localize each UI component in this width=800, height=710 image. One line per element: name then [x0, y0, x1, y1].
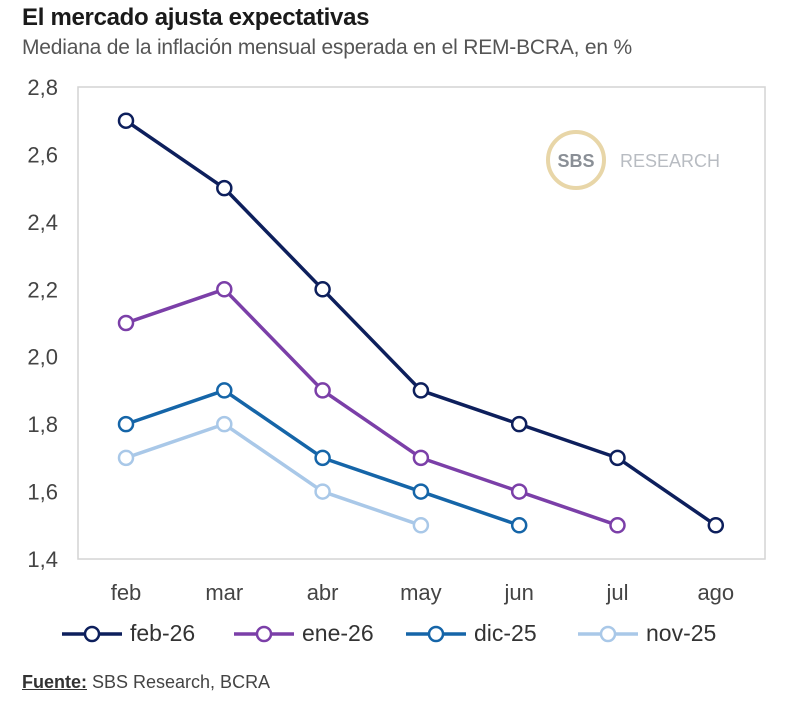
- x-tick-label: abr: [307, 580, 339, 605]
- legend-label: dic-25: [474, 620, 537, 646]
- sbs-research-watermark: SBS RESEARCH: [546, 130, 720, 190]
- data-point: [314, 449, 331, 467]
- data-point: [314, 281, 331, 298]
- x-tick-label: mar: [205, 580, 243, 605]
- data-point: [117, 415, 135, 433]
- series-ene-26: [117, 281, 626, 534]
- legend: feb-26 ene-26 dic-25 nov-25: [60, 620, 748, 647]
- legend-item-dic-25: dic-25: [404, 620, 576, 647]
- y-tick-label: 1,6: [27, 480, 58, 505]
- legend-swatch: [234, 625, 294, 642]
- x-tick-label: jul: [605, 580, 628, 605]
- data-point: [216, 281, 233, 298]
- source-label: Fuente:: [22, 672, 87, 692]
- data-point: [510, 483, 528, 500]
- series-line: [125, 422, 422, 527]
- data-point: [609, 449, 626, 467]
- data-point: [510, 415, 528, 433]
- series-nov-25: [117, 415, 430, 534]
- data-point: [609, 517, 626, 534]
- y-tick-label: 1,4: [27, 547, 58, 572]
- x-tick-label: ago: [697, 580, 734, 605]
- data-point: [216, 415, 233, 433]
- legend-swatch: [406, 625, 466, 642]
- data-point: [117, 112, 135, 129]
- data-point: [707, 517, 725, 534]
- y-tick-label: 2,8: [27, 75, 58, 100]
- data-point: [117, 449, 135, 467]
- data-point: [412, 517, 430, 534]
- y-axis: 1,4 1,6 1,8 2,0 2,2 2,4 2,6 2,8: [27, 75, 58, 572]
- series-feb-26: [117, 112, 725, 534]
- data-point: [117, 314, 135, 332]
- x-tick-label: feb: [111, 580, 142, 605]
- data-point: [412, 483, 430, 500]
- data-point: [216, 179, 233, 197]
- legend-item-ene-26: ene-26: [232, 620, 404, 647]
- legend-label: nov-25: [646, 620, 717, 646]
- plot-area-frame: [77, 86, 766, 560]
- y-tick-label: 2,4: [27, 210, 58, 235]
- legend-label: feb-26: [130, 620, 196, 646]
- x-tick-label: may: [400, 580, 442, 605]
- chart-subtitle: Mediana de la inflación mensual esperada…: [22, 36, 632, 59]
- data-point: [510, 517, 528, 534]
- series-dic-25: [117, 382, 528, 534]
- source-text: SBS Research, BCRA: [87, 672, 271, 692]
- watermark-circle-text: SBS: [557, 151, 594, 171]
- legend-swatch: [62, 625, 122, 642]
- y-tick-label: 2,6: [27, 142, 58, 167]
- data-point: [216, 382, 233, 399]
- legend-item-nov-25: nov-25: [576, 620, 748, 647]
- data-point: [412, 449, 430, 467]
- data-point: [412, 382, 430, 399]
- chart-title: El mercado ajusta expectativas: [22, 4, 370, 31]
- data-point: [314, 382, 331, 399]
- legend-item-feb-26: feb-26: [60, 620, 232, 647]
- line-chart: SBS RESEARCH 1,4 1,6 1,8 2,0 2,2 2,4 2,6 2,8 fe…: [27, 75, 766, 605]
- data-point: [314, 483, 331, 500]
- y-tick-label: 2,2: [27, 277, 58, 302]
- source-note: Fuente: SBS Research, BCRA: [22, 672, 270, 693]
- legend-swatch: [578, 625, 638, 642]
- legend-label: ene-26: [302, 620, 374, 646]
- watermark-text: RESEARCH: [620, 151, 720, 171]
- x-axis: feb mar abr may jun jul ago: [111, 580, 734, 605]
- x-tick-label: jun: [504, 580, 534, 605]
- watermark-circle: [546, 130, 606, 190]
- series-group: [117, 112, 725, 534]
- y-tick-label: 1,8: [27, 412, 58, 437]
- y-tick-label: 2,0: [27, 345, 58, 370]
- series-line: [125, 287, 619, 527]
